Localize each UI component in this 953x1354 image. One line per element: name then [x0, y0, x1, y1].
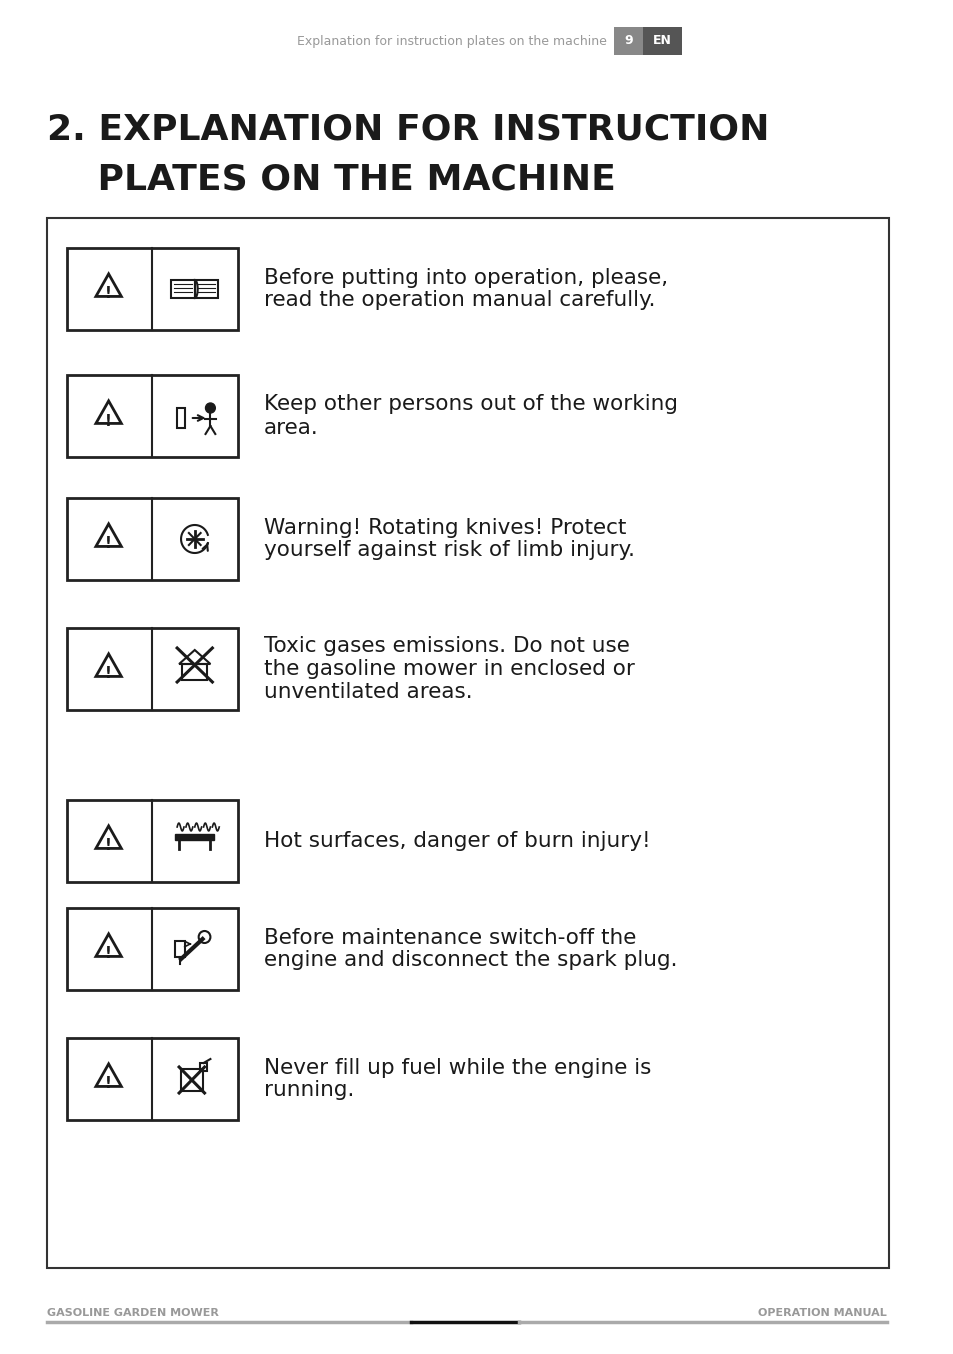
Bar	[67, 800, 237, 881]
Text: PLATES ON THE MACHINE: PLATES ON THE MACHINE	[47, 162, 616, 196]
Bar	[199, 1063, 207, 1071]
Text: area.: area.	[264, 417, 318, 437]
Bar	[172, 280, 194, 298]
Bar	[67, 498, 237, 580]
Text: !: !	[105, 838, 112, 853]
Text: the gasoline mower in enclosed or: the gasoline mower in enclosed or	[264, 659, 635, 678]
Text: !: !	[105, 287, 112, 302]
Bar	[194, 280, 218, 298]
Text: 2. EXPLANATION FOR INSTRUCTION: 2. EXPLANATION FOR INSTRUCTION	[47, 112, 769, 146]
Bar	[67, 248, 237, 330]
Circle shape	[205, 403, 215, 413]
Text: 9: 9	[623, 34, 632, 47]
Bar	[67, 1039, 237, 1120]
Text: Keep other persons out of the working: Keep other persons out of the working	[264, 394, 678, 414]
Text: GASOLINE GARDEN MOWER: GASOLINE GARDEN MOWER	[47, 1308, 218, 1317]
FancyBboxPatch shape	[47, 218, 887, 1267]
FancyBboxPatch shape	[642, 27, 681, 56]
Text: OPERATION MANUAL: OPERATION MANUAL	[757, 1308, 885, 1317]
Bar	[67, 909, 237, 990]
Bar	[175, 834, 214, 839]
Text: !: !	[105, 413, 112, 428]
Text: Never fill up fuel while the engine is: Never fill up fuel while the engine is	[264, 1057, 651, 1078]
Text: Before maintenance switch-off the: Before maintenance switch-off the	[264, 927, 636, 948]
Bar	[67, 628, 237, 709]
Bar	[177, 408, 185, 428]
Text: read the operation manual carefully.: read the operation manual carefully.	[264, 291, 655, 310]
Text: Hot surfaces, danger of burn injury!: Hot surfaces, danger of burn injury!	[264, 831, 650, 852]
Text: Explanation for instruction plates on the machine: Explanation for instruction plates on th…	[296, 35, 606, 49]
Bar	[182, 663, 207, 680]
Text: !: !	[105, 666, 112, 681]
Text: !: !	[105, 536, 112, 551]
Text: Toxic gases emissions. Do not use: Toxic gases emissions. Do not use	[264, 636, 629, 655]
Text: Warning! Rotating knives! Protect: Warning! Rotating knives! Protect	[264, 517, 626, 538]
Text: engine and disconnect the spark plug.: engine and disconnect the spark plug.	[264, 951, 677, 971]
FancyBboxPatch shape	[613, 27, 642, 56]
Text: !: !	[105, 946, 112, 961]
Text: EN: EN	[653, 34, 671, 47]
Text: !: !	[105, 1076, 112, 1091]
Text: running.: running.	[264, 1080, 355, 1101]
Bar	[181, 1070, 202, 1091]
Bar	[175, 941, 185, 957]
Text: Before putting into operation, please,: Before putting into operation, please,	[264, 268, 668, 287]
Text: yourself against risk of limb injury.: yourself against risk of limb injury.	[264, 540, 635, 561]
Text: unventilated areas.: unventilated areas.	[264, 682, 473, 701]
Bar	[67, 375, 237, 458]
